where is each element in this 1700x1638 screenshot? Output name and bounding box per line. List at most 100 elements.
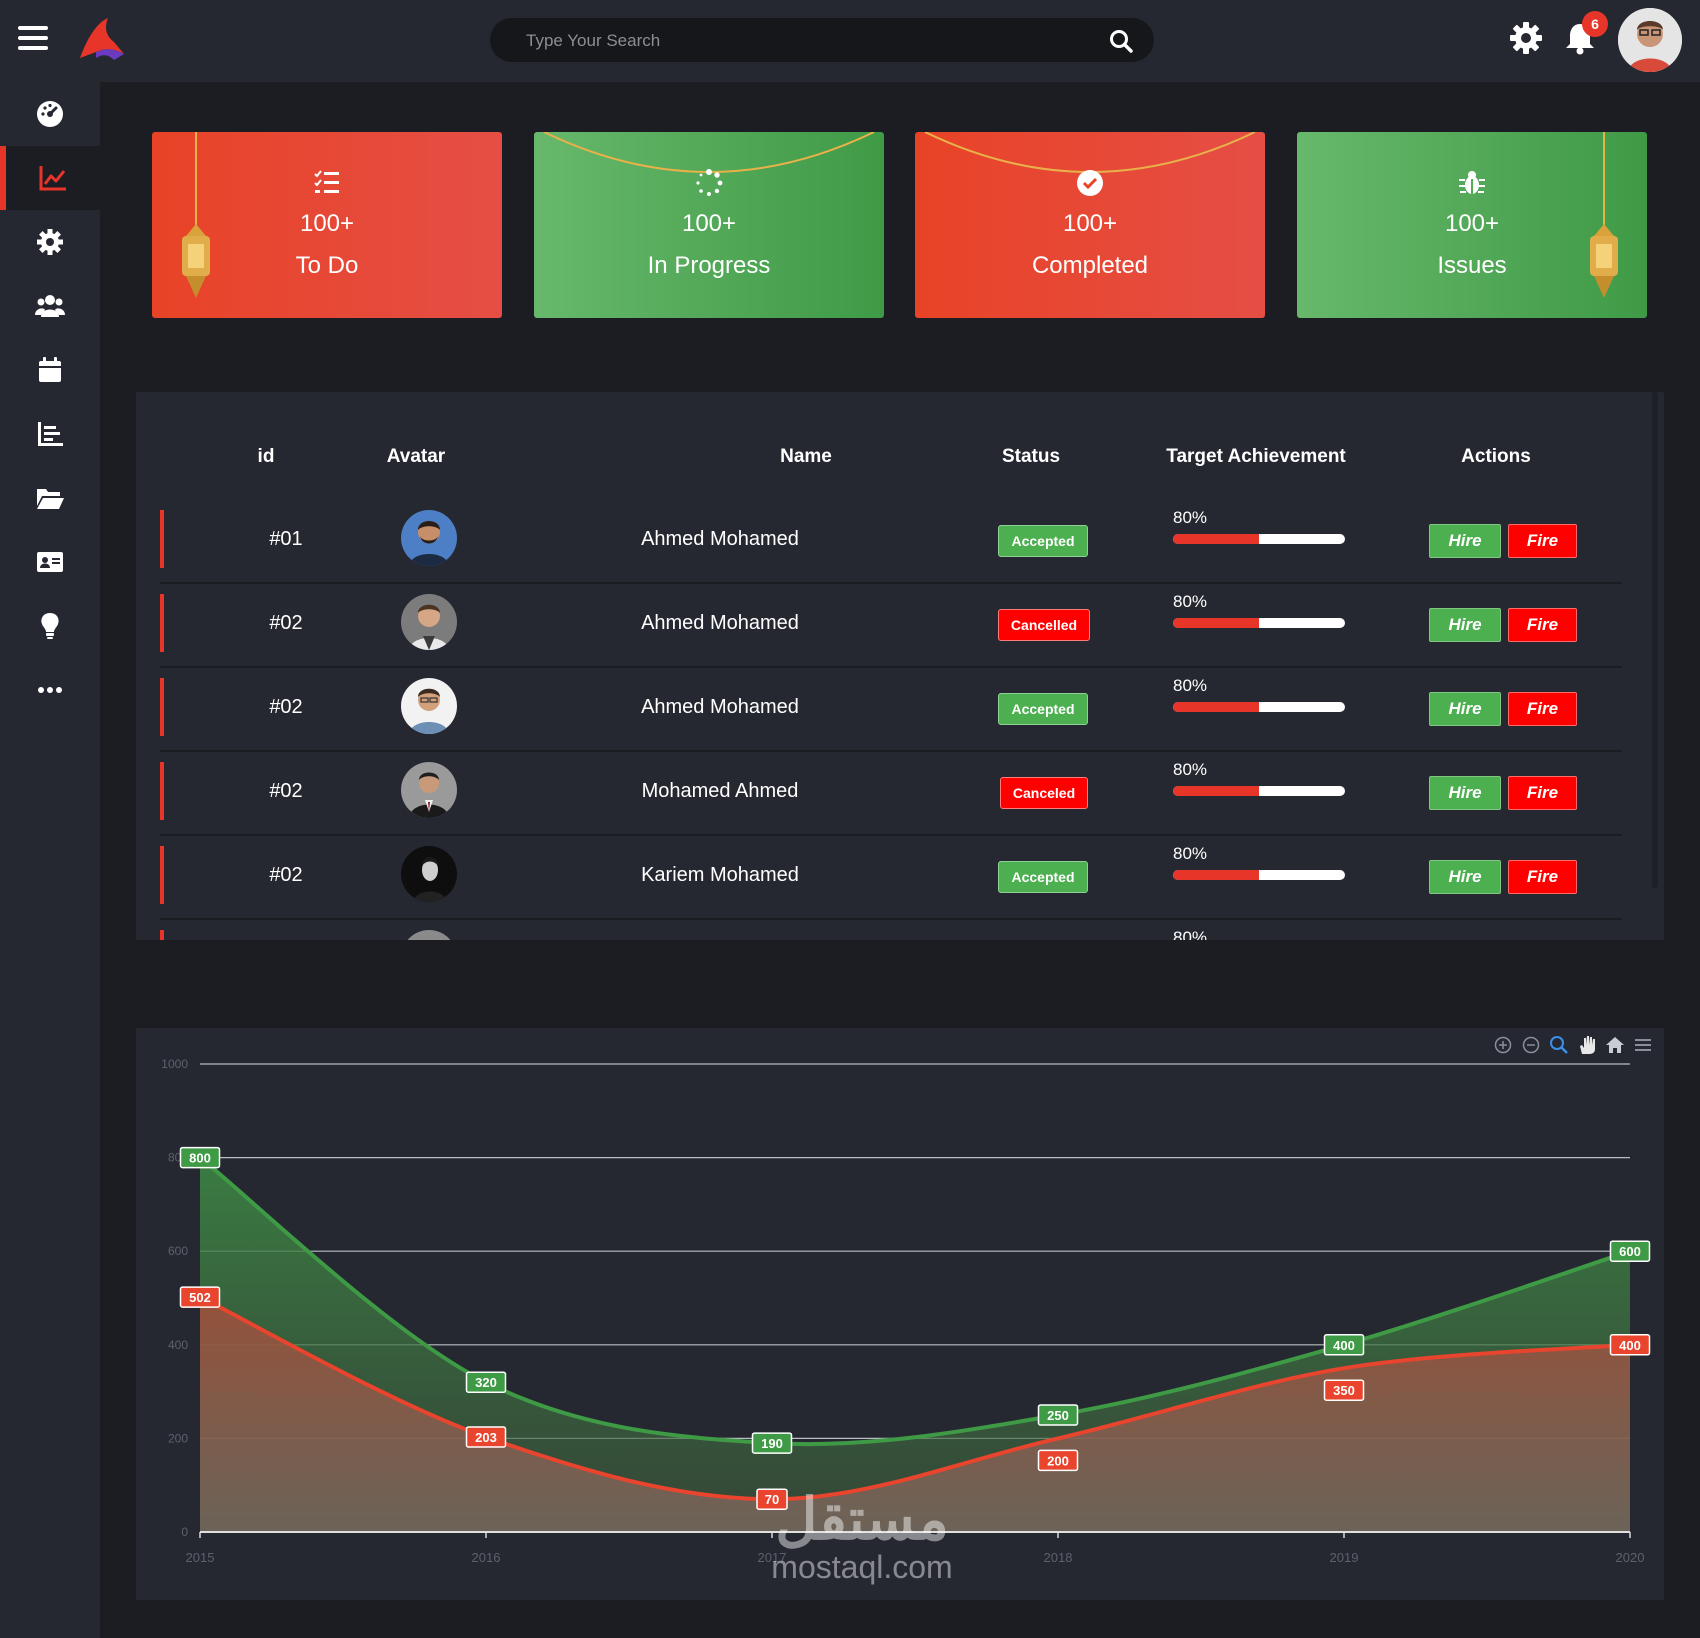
magnifier-icon[interactable]	[1548, 1034, 1570, 1056]
stat-card-completed[interactable]: 100+ Completed	[915, 132, 1265, 318]
gear-icon	[37, 229, 63, 255]
search-input[interactable]	[524, 18, 1088, 64]
data-label-box	[1609, 1334, 1651, 1356]
lightbulb-icon	[41, 613, 59, 639]
hamburger-menu-icon[interactable]	[18, 26, 48, 50]
fire-button[interactable]: Fire	[1508, 608, 1577, 642]
data-label-box	[179, 1286, 221, 1308]
sidebar-item-ideas[interactable]	[0, 594, 100, 658]
app-logo[interactable]	[74, 12, 130, 68]
progress-label: 80%	[1173, 760, 1208, 779]
spinner-icon	[696, 169, 723, 196]
sidebar-item-calendar[interactable]	[0, 338, 100, 402]
row-marker	[160, 762, 164, 820]
data-label: 70	[765, 1492, 779, 1507]
column-header-id: id	[257, 446, 275, 467]
row-name: Ahmed Mohamed	[641, 528, 799, 550]
data-label: 250	[1047, 1408, 1069, 1423]
fire-button[interactable]: Fire	[1508, 524, 1577, 558]
data-label-box	[1037, 1449, 1079, 1472]
sidebar-item-team[interactable]	[0, 274, 100, 338]
card-value: 100+	[299, 210, 355, 237]
hire-button[interactable]: Hire	[1429, 608, 1501, 642]
sidebar-item-reports[interactable]	[0, 402, 100, 466]
y-tick-label: 1000	[161, 1057, 188, 1071]
avatar	[401, 930, 457, 940]
data-label-box	[1609, 1240, 1651, 1262]
progress-label: 80%	[1173, 844, 1208, 863]
row-id: #02	[269, 780, 303, 802]
employees-table: id Avatar Name Status Target Achievement…	[136, 392, 1664, 940]
card-label: Issues	[1437, 252, 1507, 279]
lantern-decoration	[182, 132, 210, 298]
row-name: Ahmed Mohamed	[641, 696, 799, 718]
hire-button[interactable]: Hire	[1429, 860, 1501, 894]
watermark-latin: mostaql.com	[771, 1549, 953, 1585]
data-label-box	[1323, 1334, 1365, 1356]
data-label: 800	[189, 1151, 211, 1166]
hire-button[interactable]: Hire	[1429, 776, 1501, 810]
top-bar: 6	[0, 0, 1700, 82]
id-card-icon	[37, 552, 63, 572]
sidebar-item-files[interactable]	[0, 466, 100, 530]
row-id: #02	[269, 864, 303, 886]
watermark-arabic: مستقل	[775, 1487, 949, 1552]
fire-button[interactable]: Fire	[1508, 692, 1577, 726]
progress-fill	[1173, 618, 1259, 628]
sidebar-item-more[interactable]	[0, 658, 100, 722]
bug-icon	[1459, 171, 1485, 194]
chart-line-icon	[39, 166, 66, 191]
y-tick-label: 600	[168, 1244, 188, 1258]
search-icon[interactable]	[1108, 28, 1134, 54]
status-badge: Canceled	[1000, 777, 1088, 809]
progress-label: 80%	[1173, 592, 1208, 611]
row-id: #02	[269, 612, 303, 634]
check-circle-icon	[1077, 170, 1103, 196]
table-row: 80%	[160, 918, 1622, 940]
card-label: In Progress	[647, 252, 771, 279]
sidebar-item-dashboard[interactable]	[0, 82, 100, 146]
chart-toolbar	[1492, 1034, 1654, 1056]
stat-card-todo[interactable]: 100+ To Do	[152, 132, 502, 318]
column-header-status: Status	[1001, 446, 1061, 467]
data-label: 502	[189, 1290, 211, 1305]
sidebar	[0, 82, 100, 1638]
column-header-name: Name	[780, 446, 832, 467]
progress-label: 80%	[1173, 508, 1208, 527]
zoom-out-icon[interactable]	[1520, 1034, 1542, 1056]
sidebar-item-contacts[interactable]	[0, 530, 100, 594]
table-scrollbar[interactable]	[1652, 392, 1658, 888]
sidebar-item-settings[interactable]	[0, 210, 100, 274]
home-reset-icon[interactable]	[1604, 1034, 1626, 1056]
data-label-box	[756, 1488, 788, 1510]
avatar	[401, 846, 457, 902]
user-avatar[interactable]	[1618, 8, 1682, 72]
data-label: 320	[475, 1375, 497, 1390]
area-chart-panel: 0 200 400 600 800 1000 2015 2016 2017 2018 2019 202…	[136, 1028, 1664, 1600]
data-label: 600	[1619, 1244, 1641, 1259]
x-tick-label: 2016	[472, 1550, 501, 1565]
card-label: Completed	[1031, 252, 1149, 279]
x-tick-label: 2018	[1044, 1550, 1073, 1565]
settings-gear-icon[interactable]	[1508, 20, 1544, 56]
menu-lines-icon[interactable]	[1632, 1034, 1654, 1056]
data-label: 400	[1619, 1338, 1641, 1353]
hire-button[interactable]: Hire	[1429, 524, 1501, 558]
data-label: 190	[761, 1436, 783, 1451]
hire-button[interactable]: Hire	[1429, 692, 1501, 726]
data-label-box	[1323, 1379, 1365, 1401]
row-name: Ahmed Mohamed	[641, 612, 799, 634]
fire-button[interactable]: Fire	[1508, 860, 1577, 894]
stat-card-in-progress[interactable]: 100+ In Progress	[534, 132, 884, 318]
progress-fill	[1173, 534, 1259, 544]
row-name: Mohamed Ahmed	[641, 780, 799, 802]
row-marker	[160, 846, 164, 904]
avatar	[401, 678, 457, 734]
zoom-in-icon[interactable]	[1492, 1034, 1514, 1056]
pan-hand-icon[interactable]	[1576, 1034, 1598, 1056]
sidebar-item-analytics[interactable]	[0, 146, 100, 210]
stat-card-issues[interactable]: 100+ Issues	[1297, 132, 1647, 318]
y-tick-label: 400	[168, 1338, 188, 1352]
fire-button[interactable]: Fire	[1508, 776, 1577, 810]
progress-fill	[1173, 786, 1259, 796]
